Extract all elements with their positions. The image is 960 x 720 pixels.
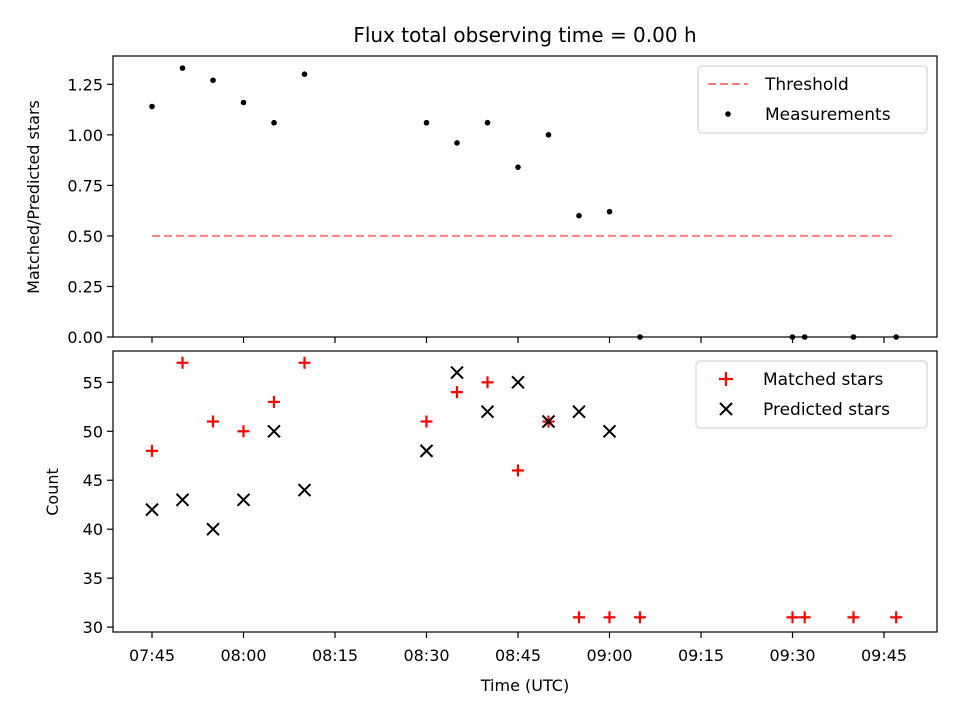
predicted-star-point	[236, 493, 251, 507]
matched-star-point	[207, 415, 219, 428]
matched-star-point	[634, 611, 646, 624]
predicted-star-point	[602, 424, 617, 438]
predicted-star-point	[480, 404, 495, 419]
matched-star-point	[268, 395, 280, 408]
top-panel: 0.00 0.25 0.50 0.75 1.00 1.25 Matched/Predict…	[24, 55, 938, 347]
predicted-legend-swatch	[719, 402, 733, 416]
measurement-point	[271, 119, 277, 126]
matched-star-point	[451, 386, 463, 399]
bottom-x-tick-label: 09:15	[678, 646, 724, 665]
matched-star-point	[146, 444, 158, 457]
bottom-x-tick-label: 07:45	[129, 646, 175, 665]
matched-star-point	[847, 611, 860, 624]
measurement-point	[454, 140, 460, 146]
predicted-star-point	[541, 414, 556, 429]
measurement-point	[210, 77, 216, 84]
predicted-star-point	[572, 404, 586, 419]
top-legend-box	[697, 65, 928, 134]
measurement-point	[149, 103, 155, 110]
matched-star-point	[298, 356, 311, 369]
bottom-panel: 30 35 40 45 50 55 07:45 08:00 08:15 08:30 08:45 09…	[43, 350, 938, 695]
predicted-star-point	[297, 483, 312, 497]
bottom-x-tick-label: 08:15	[312, 646, 358, 665]
matched-star-point	[481, 376, 494, 389]
predicted-star-point	[267, 424, 281, 438]
matched-legend-swatch	[719, 372, 733, 386]
bottom-y-tick-label: 50	[83, 422, 103, 441]
predicted-star-point	[206, 522, 220, 536]
top-chart-title: Flux total observing time = 0.00 h	[353, 23, 696, 47]
measurement-point	[515, 164, 521, 170]
predicted-star-point	[175, 493, 190, 507]
bottom-plot-frame	[112, 350, 938, 633]
top-y-axis-label: Matched/Predicted stars	[24, 100, 43, 294]
measurement-point	[423, 119, 430, 126]
bottom-y-tick-label: 30	[83, 618, 103, 637]
bottom-legend-box	[695, 360, 928, 429]
top-y-tick-label: 0.00	[67, 328, 103, 347]
measurement-point	[484, 119, 491, 126]
legend-label-predicted: Predicted stars	[763, 400, 890, 420]
bottom-y-tick-label: 55	[83, 373, 103, 392]
measurement-point	[606, 208, 613, 215]
top-y-tick-label: 1.00	[67, 126, 103, 145]
bottom-x-tick-label: 08:30	[403, 646, 449, 665]
matched-star-point	[237, 425, 250, 438]
bottom-y-tick-label: 35	[83, 569, 103, 588]
bottom-x-tick-label: 08:00	[220, 646, 266, 665]
matched-star-point	[786, 611, 799, 624]
bottom-x-tick-label: 09:45	[861, 646, 907, 665]
measurement-point	[179, 65, 186, 71]
predicted-star-point	[511, 375, 525, 390]
measurement-point	[301, 71, 308, 77]
top-y-tick-label: 0.25	[67, 277, 103, 296]
top-y-tick-label: 0.75	[67, 176, 103, 195]
matched-star-point	[573, 611, 585, 624]
top-y-tick-label: 0.50	[67, 227, 103, 246]
bottom-y-tick-label: 45	[83, 471, 103, 490]
bottom-y-axis-label: Count	[43, 468, 62, 516]
top-y-tick-label: 1.25	[67, 75, 103, 94]
matched-star-point	[603, 611, 616, 624]
measurement-point	[545, 132, 552, 138]
top-plot-frame	[112, 55, 938, 338]
matched-star-point	[512, 464, 524, 477]
top-legend: Threshold Measurements	[697, 65, 928, 134]
predicted-star-point	[450, 365, 464, 380]
bottom-x-tick-label: 09:00	[586, 646, 632, 665]
legend-label-matched: Matched stars	[763, 370, 883, 390]
legend-label-threshold: Threshold	[764, 75, 849, 95]
matched-star-point	[420, 415, 433, 428]
bottom-x-tick-label: 08:45	[495, 646, 541, 665]
x-axis-label: Time (UTC)	[480, 676, 569, 695]
legend-label-measurements: Measurements	[765, 105, 891, 125]
bottom-y-tick-label: 40	[83, 520, 103, 539]
bottom-legend: Matched stars Predicted stars	[695, 360, 928, 429]
predicted-star-point	[419, 444, 434, 458]
measurement-point	[240, 99, 247, 106]
measurement-point	[576, 212, 582, 219]
matched-star-point	[176, 356, 189, 369]
bottom-x-tick-label: 09:30	[769, 646, 815, 665]
matched-star-point	[798, 611, 811, 624]
predicted-star-point	[145, 502, 159, 517]
matched-star-point	[890, 611, 903, 624]
measurements-legend-swatch	[725, 111, 731, 117]
